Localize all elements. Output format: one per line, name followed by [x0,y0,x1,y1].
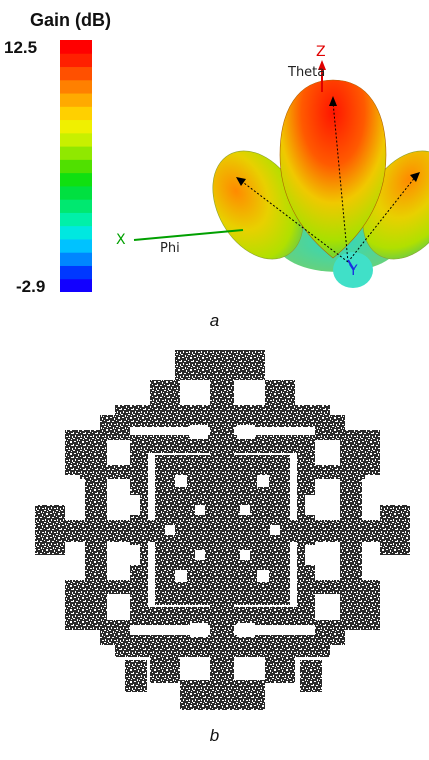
left-arrowhead [236,177,246,186]
metal-pixels [35,350,410,710]
antenna-pixel-pattern [35,350,410,710]
colorbar-segment [60,79,92,94]
colorbar-segment [60,278,92,292]
x-axis-label: X [116,232,126,248]
z-axis-label: Z [316,44,326,60]
colorbar-segment [60,265,92,280]
colorbar-segment [60,146,92,160]
theta-arrow [332,101,349,263]
colorbar-segment [60,132,92,147]
y-axis [347,259,355,271]
colorbar-segment [60,53,92,68]
theta-arrowhead [329,96,337,106]
theta-label: Theta [287,65,325,80]
colorbar-segment [60,66,92,81]
right-arrowhead [410,172,420,182]
colorbar-segment [60,225,92,240]
colorbar-title: Gain (dB) [30,10,111,30]
gain-colorbar [60,40,92,292]
colorbar-segment [60,212,92,227]
caption-a: a [209,311,220,330]
phi-label: Phi [160,241,180,256]
caption-b: b [209,726,220,745]
z-axis-arrowhead [318,60,326,70]
colorbar-segment [60,185,92,200]
colorbar-min-label: -2.9 [16,277,46,296]
colorbar-segment [60,252,92,266]
main-lobe [279,79,387,259]
colorbar-segment [60,159,92,174]
colorbar-segment [60,199,92,213]
colorbar-max-label: 12.5 [4,38,38,57]
colorbar-segment [60,40,92,54]
colorbar-segment [60,238,92,253]
radiation-pattern-3d: Z Theta X Phi Y [116,44,429,288]
x-axis [133,229,244,241]
colorbar-segment [60,106,92,121]
colorbar-segment [60,172,92,187]
y-axis-label: Y [348,263,358,279]
colorbar-segment [60,119,92,134]
left-lobe-arrow [239,179,349,263]
colorbar-segment [60,93,92,107]
pattern-holes [120,425,325,637]
